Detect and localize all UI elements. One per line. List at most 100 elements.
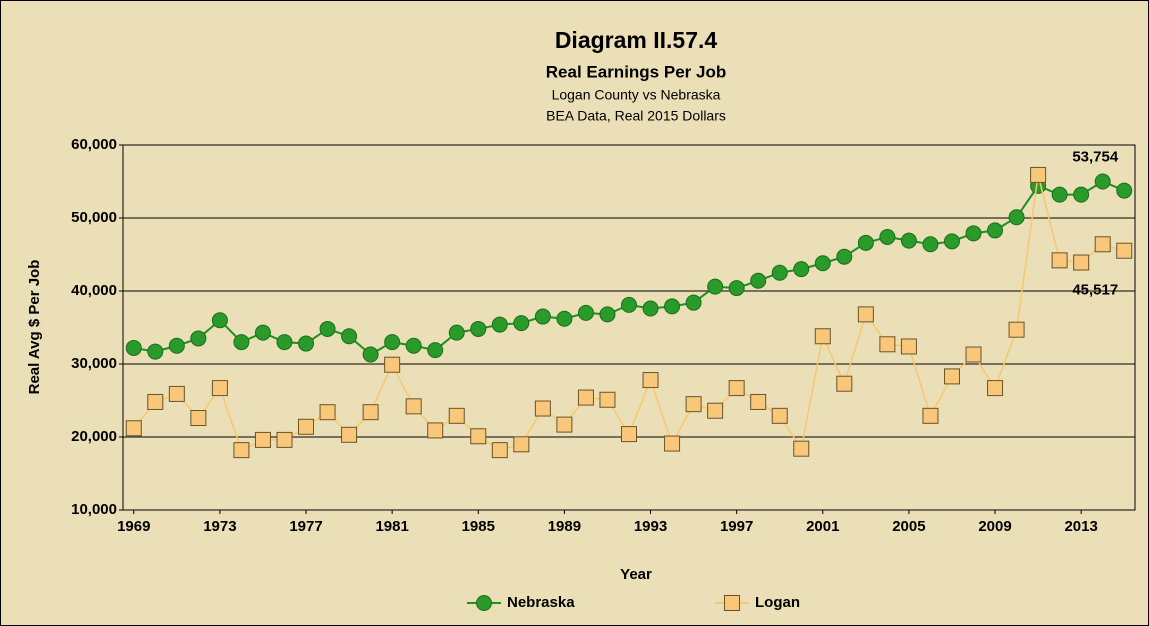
marker xyxy=(750,272,767,289)
marker xyxy=(707,278,724,295)
data-label: 53,754 xyxy=(1072,149,1119,166)
marker xyxy=(491,442,508,459)
marker xyxy=(685,294,702,311)
marker xyxy=(534,400,551,417)
marker xyxy=(1008,209,1025,226)
marker xyxy=(943,368,960,385)
y-tick-label: 40,000 xyxy=(71,282,117,299)
x-tick-label: 1981 xyxy=(375,518,408,535)
y-tick-label: 30,000 xyxy=(71,355,117,372)
plot-border xyxy=(122,144,1136,511)
marker xyxy=(534,308,551,325)
marker xyxy=(577,389,594,406)
marker xyxy=(879,336,896,353)
marker xyxy=(642,300,659,317)
marker xyxy=(922,236,939,253)
data-label: 45,517 xyxy=(1072,282,1118,299)
marker xyxy=(965,346,982,363)
marker xyxy=(470,320,487,337)
marker xyxy=(276,334,293,351)
marker xyxy=(319,320,336,337)
marker xyxy=(1051,252,1068,269)
marker xyxy=(427,342,444,359)
marker xyxy=(556,416,573,433)
marker xyxy=(879,228,896,245)
marker xyxy=(814,255,831,272)
x-axis-label: Year xyxy=(620,566,652,583)
marker xyxy=(125,420,142,437)
legend-marker xyxy=(724,595,740,611)
marker xyxy=(405,337,422,354)
marker xyxy=(793,440,810,457)
marker xyxy=(577,304,594,321)
marker xyxy=(685,396,702,413)
marker xyxy=(707,402,724,419)
x-tick-label: 1989 xyxy=(548,518,581,535)
marker xyxy=(857,306,874,323)
marker xyxy=(728,380,745,397)
marker xyxy=(664,435,681,452)
marker xyxy=(211,380,228,397)
chart-subtitle: Logan County vs Nebraska xyxy=(552,87,721,103)
marker xyxy=(254,324,271,341)
x-tick-label: 1977 xyxy=(289,518,322,535)
marker xyxy=(1030,166,1047,183)
marker xyxy=(1116,182,1133,199)
y-tick-label: 20,000 xyxy=(71,428,117,445)
marker xyxy=(857,234,874,251)
marker xyxy=(254,431,271,448)
marker xyxy=(341,426,358,443)
y-tick-label: 50,000 xyxy=(71,209,117,226)
marker xyxy=(599,391,616,408)
x-tick-label: 1985 xyxy=(462,518,495,535)
marker xyxy=(362,346,379,363)
marker xyxy=(642,372,659,389)
marker xyxy=(922,407,939,424)
x-tick-label: 2009 xyxy=(978,518,1011,535)
marker xyxy=(147,343,164,360)
x-tick-label: 1969 xyxy=(117,518,150,535)
marker xyxy=(448,407,465,424)
marker xyxy=(298,335,315,352)
x-tick-label: 1973 xyxy=(203,518,236,535)
marker xyxy=(341,328,358,345)
chart-subtitle: Real Earnings Per Job xyxy=(546,62,726,81)
marker xyxy=(1116,242,1133,259)
marker xyxy=(814,328,831,345)
marker xyxy=(836,375,853,392)
marker xyxy=(125,339,142,356)
marker xyxy=(750,393,767,410)
marker xyxy=(556,310,573,327)
marker xyxy=(190,330,207,347)
marker xyxy=(943,233,960,250)
legend-label: Nebraska xyxy=(507,594,575,611)
marker xyxy=(1073,254,1090,271)
marker xyxy=(621,296,637,313)
marker xyxy=(1051,186,1068,203)
marker xyxy=(599,306,616,323)
marker xyxy=(793,261,810,278)
x-tick-label: 2013 xyxy=(1064,518,1097,535)
marker xyxy=(987,222,1004,239)
marker xyxy=(771,407,788,424)
marker xyxy=(513,315,530,332)
marker xyxy=(384,356,401,373)
marker xyxy=(728,280,745,297)
legend-marker xyxy=(476,595,492,611)
marker xyxy=(233,442,250,459)
marker xyxy=(319,404,336,421)
x-tick-label: 1993 xyxy=(634,518,667,535)
marker xyxy=(298,418,315,435)
marker xyxy=(1094,236,1111,253)
marker xyxy=(664,298,681,315)
marker xyxy=(513,436,530,453)
marker xyxy=(1008,321,1025,338)
legend-label: Logan xyxy=(755,594,800,611)
marker xyxy=(900,338,917,355)
marker xyxy=(448,324,465,341)
marker xyxy=(147,393,164,410)
marker xyxy=(621,426,637,443)
